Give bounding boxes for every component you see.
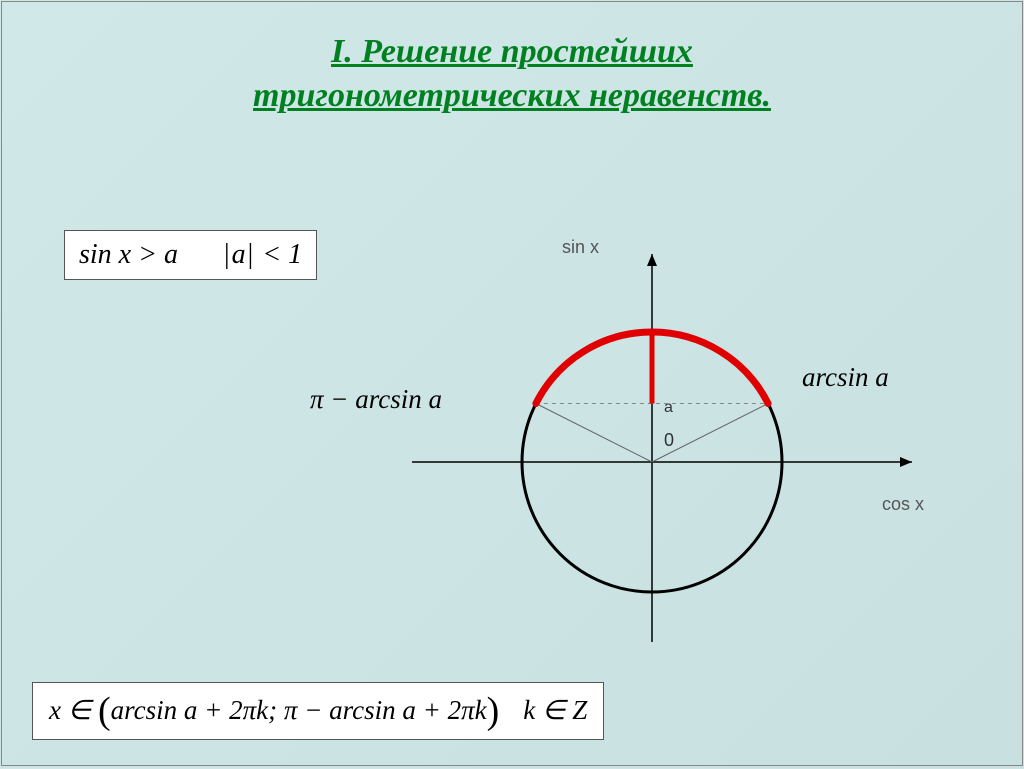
paren-open: ( xyxy=(98,690,111,732)
arcsin-right-label: arcsin a xyxy=(802,362,889,393)
axis-label-sin: sin x xyxy=(562,237,599,258)
a-label: a xyxy=(664,399,673,417)
sol-kz: k ∈ Z xyxy=(523,695,587,725)
solution-box: x ∈ (arcsin a + 2πk; π − arcsin a + 2πk)… xyxy=(32,682,604,740)
abs-close: | xyxy=(248,239,254,270)
zero-label: 0 xyxy=(664,430,674,451)
sol-x: x ∈ xyxy=(49,695,98,725)
abs-open: | xyxy=(224,239,230,270)
title-line-1: I. Решение простейших xyxy=(331,33,693,70)
inequality-sin: sin x > a xyxy=(79,239,178,270)
arcsin-left-label: π − arcsin a xyxy=(310,384,442,415)
slide-title: I. Решение простейших тригонометрических… xyxy=(2,2,1022,118)
abs-lt: < 1 xyxy=(255,239,302,270)
abs-a: a xyxy=(232,239,246,270)
title-line-2: тригонометрических неравенств. xyxy=(253,77,771,114)
axis-label-cos: cos x xyxy=(882,494,924,515)
paren-close: ) xyxy=(487,690,500,732)
inequality-box: sin x > a |a| < 1 xyxy=(64,230,317,280)
